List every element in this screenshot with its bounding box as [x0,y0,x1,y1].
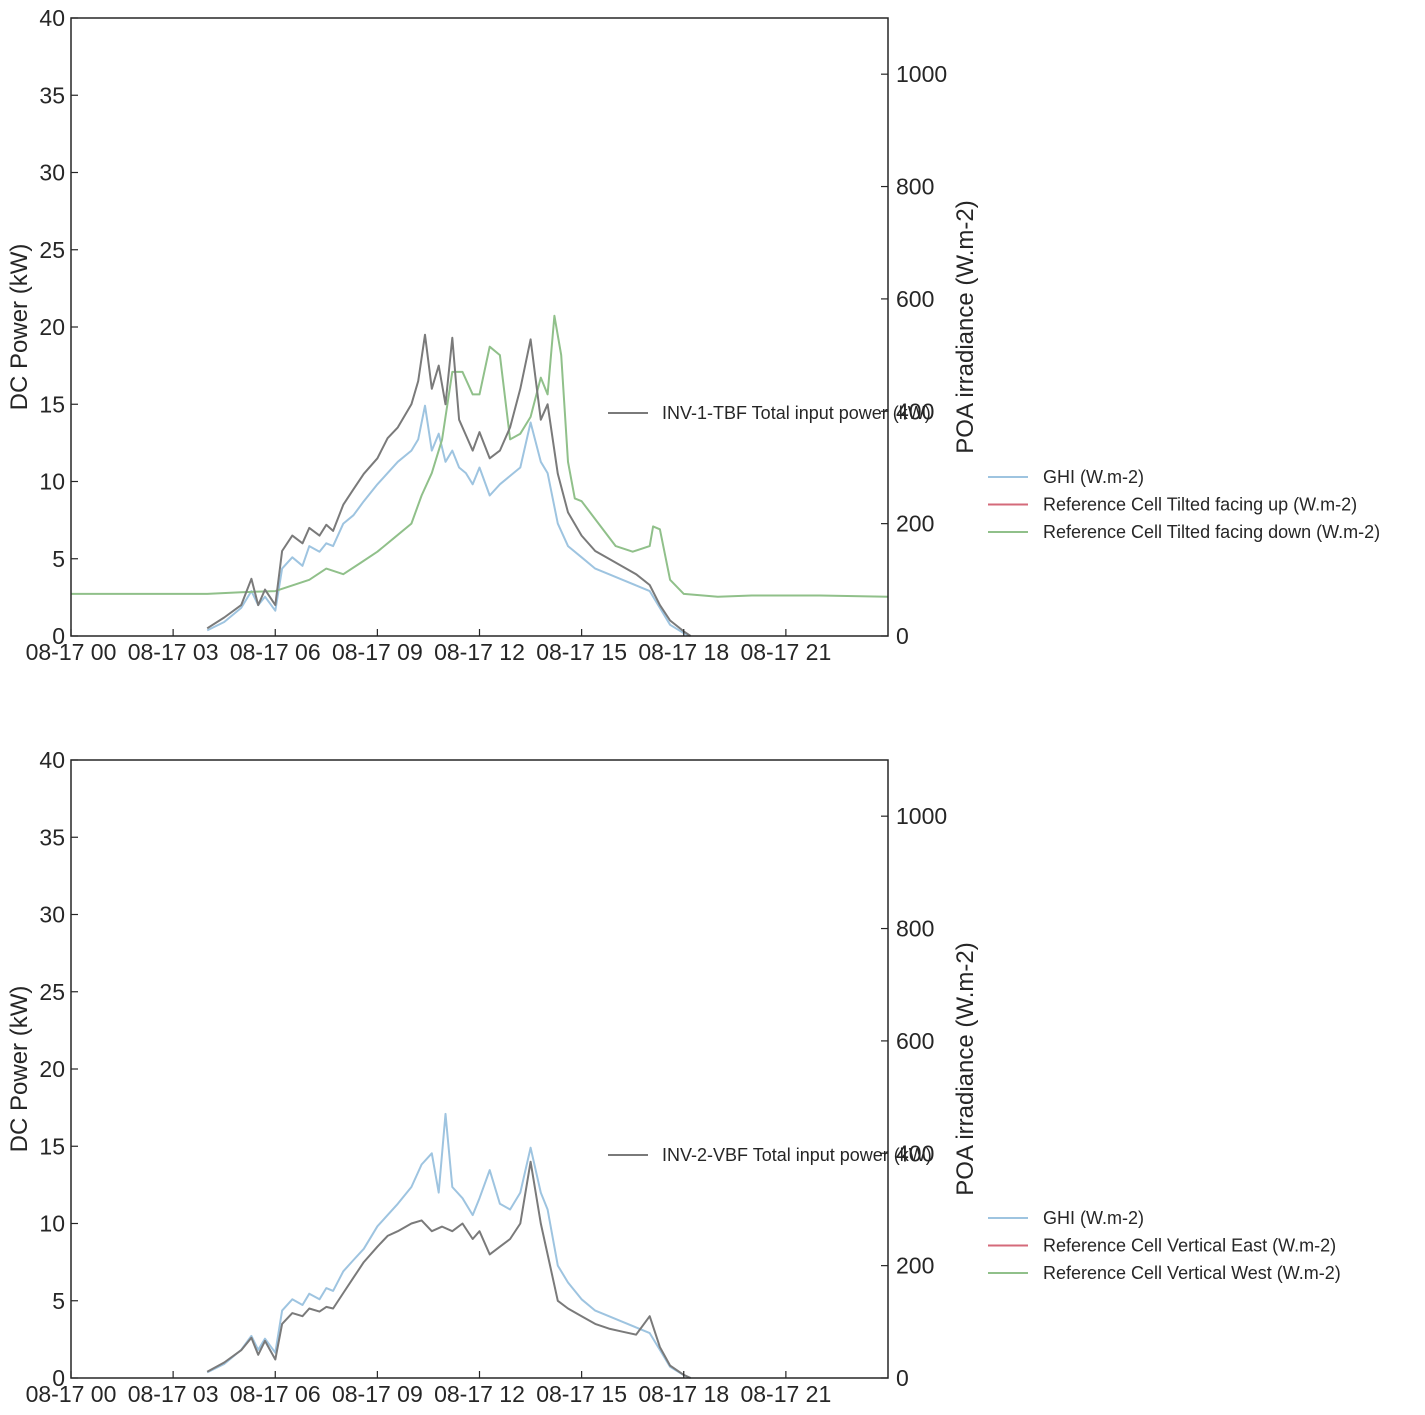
series-line-inv-1-tbf-total-input-power-kw [206,333,692,637]
x-tick-label: 08-17 06 [230,1381,321,1407]
y-left-tick-label: 15 [39,1133,65,1159]
x-tick-label: 08-17 09 [332,1381,423,1407]
y-right-tick-label: 200 [896,511,934,537]
y-left-axis-title: DC Power (kW) [6,986,33,1153]
y-right-tick-label: 1000 [896,61,947,87]
y-left-tick-label: 35 [39,824,65,850]
x-tick-label: 08-17 03 [128,639,219,665]
y-left-tick-label: 20 [39,1056,65,1082]
y-left-tick-label: 40 [39,5,65,31]
x-tick-label: 08-17 09 [332,639,423,665]
y-right-tick-label: 0 [896,623,909,649]
plot-frame [70,17,889,637]
x-tick-label: 08-17 06 [230,639,321,665]
y-left-tick-label: 0 [52,1365,65,1391]
x-tick-label: 08-17 18 [638,1381,729,1407]
y-right-tick-label: 600 [896,286,934,312]
y-left-tick-label: 5 [52,1288,65,1314]
series-line-ghi-w-m-2 [206,404,691,637]
y-left-tick-label: 35 [39,82,65,108]
x-tick-label: 08-17 15 [536,1381,627,1407]
y-right-tick-label: 800 [896,916,934,942]
x-tick-label: 08-17 21 [740,639,831,665]
y-left-tick-label: 30 [39,902,65,928]
y-right-tick-label: 400 [896,398,934,424]
y-right-tick-label: 0 [896,1365,909,1391]
x-tick-label: 08-17 15 [536,639,627,665]
y-left-axis-title: DC Power (kW) [6,244,33,411]
x-tick-label: 08-17 21 [740,1381,831,1407]
x-tick-label: 08-17 03 [128,1381,219,1407]
x-tick-label: 08-17 00 [26,639,117,665]
y-left-tick-label: 40 [39,747,65,773]
series-line-ghi-w-m-2 [206,1112,691,1379]
y-right-tick-label: 200 [896,1253,934,1279]
y-left-tick-label: 10 [39,469,65,495]
y-right-tick-label: 400 [896,1140,934,1166]
x-tick-label: 08-17 00 [26,1381,117,1407]
x-tick-label: 08-17 18 [638,639,729,665]
y-right-tick-label: 1000 [896,803,947,829]
y-left-tick-label: 25 [39,237,65,263]
y-right-axis-title: POA irradiance (W.m-2) [952,200,979,453]
x-tick-label: 08-17 12 [434,639,525,665]
y-right-tick-label: 600 [896,1028,934,1054]
y-left-tick-label: 30 [39,160,65,186]
series-line-reference-cell-tilted-facing-down-w-m-2 [71,314,889,598]
series-line-inv-2-vbf-total-input-power-kw [206,1160,692,1379]
legend-label: Reference Cell Vertical East (W.m-2) [1043,1236,1336,1256]
legend-label: Reference Cell Vertical West (W.m-2) [1043,1263,1341,1283]
legend-label: Reference Cell Tilted facing down (W.m-2… [1043,522,1380,542]
legend-label: INV-1-TBF Total input power (kW) [662,403,931,423]
y-right-tick-label: 800 [896,174,934,200]
y-left-tick-label: 20 [39,314,65,340]
plot-frame [70,759,889,1379]
x-tick-label: 08-17 12 [434,1381,525,1407]
legend-label: GHI (W.m-2) [1043,1208,1144,1228]
y-left-tick-label: 10 [39,1211,65,1237]
y-left-tick-label: 5 [52,546,65,572]
y-left-tick-label: 25 [39,979,65,1005]
legend-label: Reference Cell Tilted facing up (W.m-2) [1043,495,1357,515]
y-left-tick-label: 0 [52,623,65,649]
y-left-tick-label: 15 [39,391,65,417]
y-right-axis-title: POA irradiance (W.m-2) [952,942,979,1195]
legend-label: GHI (W.m-2) [1043,467,1144,487]
legend-label: INV-2-VBF Total input power (kW) [662,1145,932,1165]
